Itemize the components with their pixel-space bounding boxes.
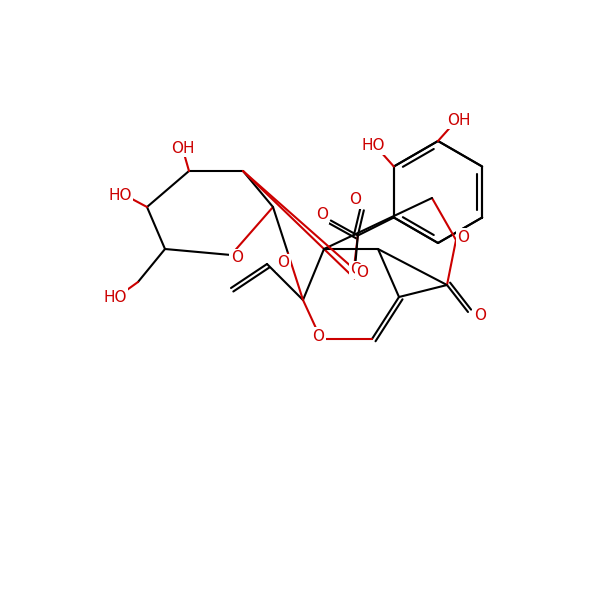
Text: O: O [231,251,243,265]
Text: O: O [277,256,289,270]
Text: OH: OH [447,113,471,128]
Text: O: O [350,262,362,277]
Text: O: O [349,192,361,207]
Text: HO: HO [361,138,385,153]
Text: O: O [356,265,368,280]
Text: HO: HO [103,289,127,304]
Text: O: O [474,307,486,323]
Text: O: O [316,207,328,222]
Text: O: O [457,229,469,245]
Text: OH: OH [171,140,195,155]
Text: HO: HO [108,187,132,202]
Text: O: O [312,329,324,343]
